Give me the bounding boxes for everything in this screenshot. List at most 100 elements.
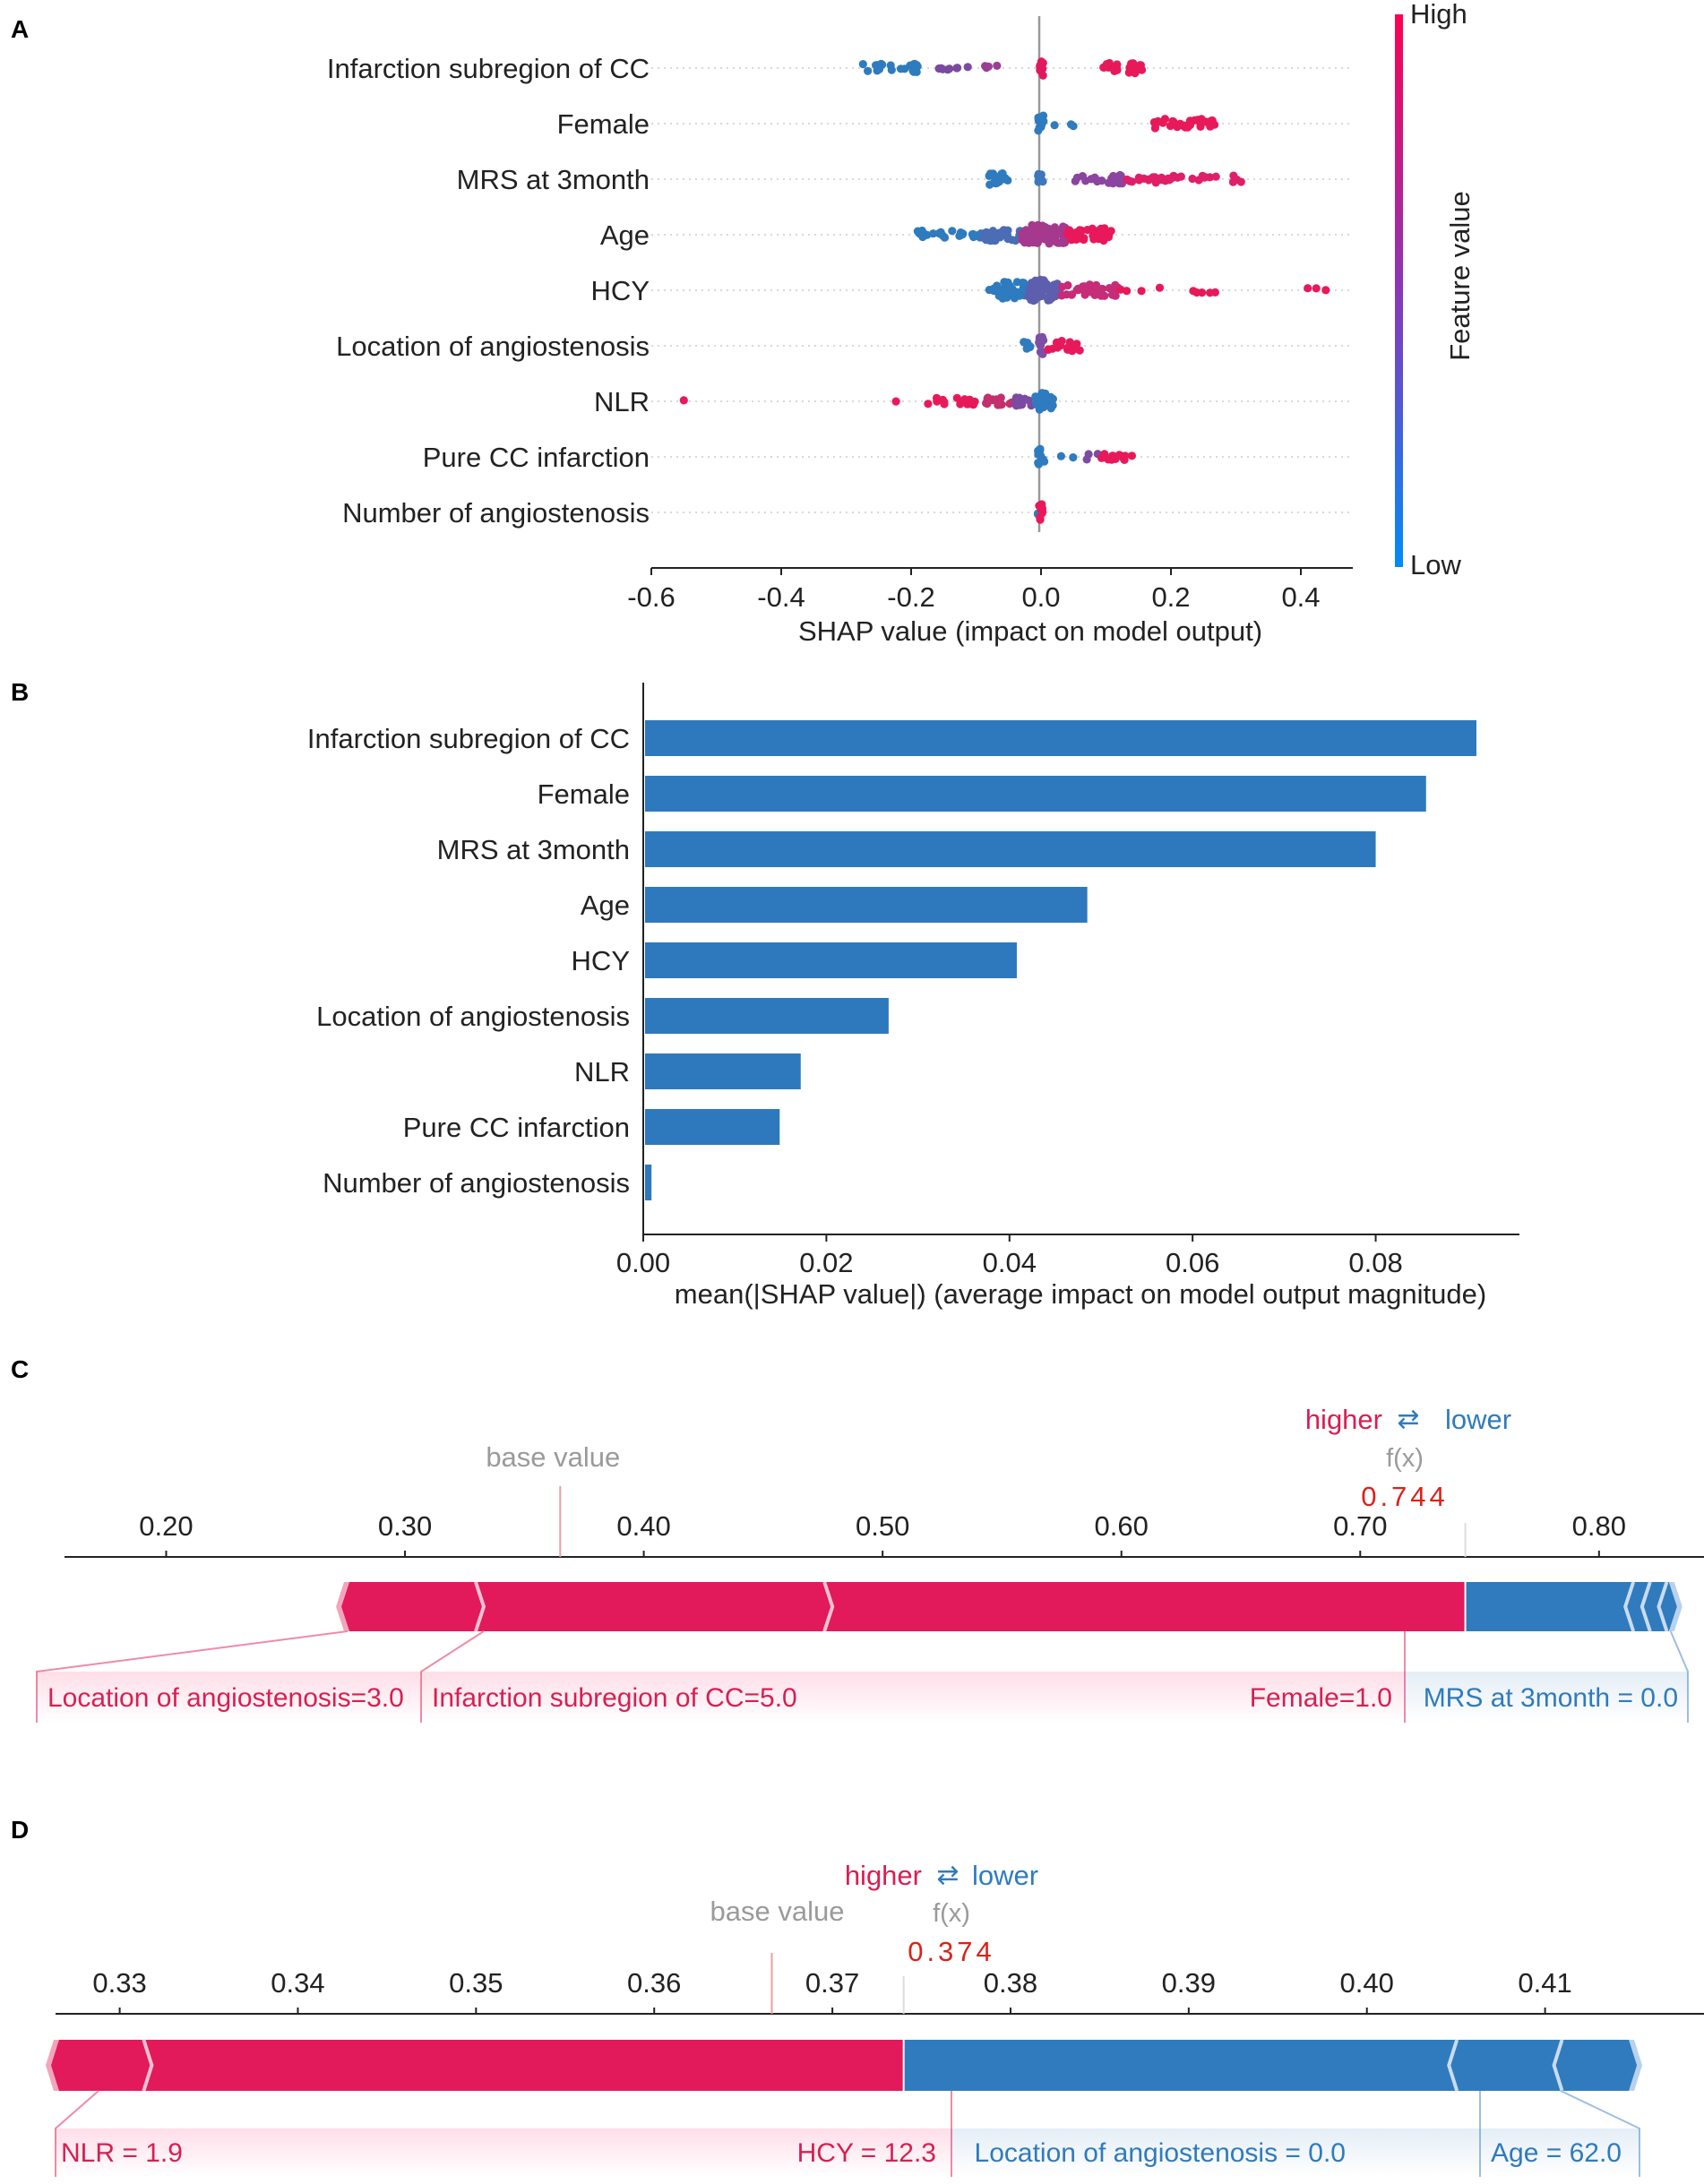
feature-effect-label: Infarction subregion of CC=5.0 bbox=[432, 1683, 797, 1713]
shap-point bbox=[959, 229, 968, 238]
shap-point bbox=[1063, 343, 1071, 352]
shap-point bbox=[988, 227, 997, 236]
colorbar-high-label: High bbox=[1410, 0, 1467, 30]
feature-label: Number of angiostenosis bbox=[323, 1167, 630, 1199]
shap-point bbox=[1017, 229, 1027, 238]
panel-label-a: A bbox=[11, 15, 29, 43]
feature-label: Female bbox=[538, 778, 630, 810]
x-tick-label: 0.02 bbox=[799, 1247, 853, 1278]
shap-point bbox=[1041, 282, 1050, 291]
segment-separator bbox=[474, 1581, 486, 1632]
shap-point bbox=[1034, 169, 1043, 178]
feature-effect-label: Location of angiostenosis = 0.0 bbox=[975, 2138, 1346, 2168]
x-tick-label: 0.37 bbox=[805, 1967, 859, 1999]
feature-label: Location of angiostenosis bbox=[336, 331, 650, 362]
segment-separator bbox=[1623, 1581, 1636, 1632]
x-tick-label: 0.0 bbox=[1021, 581, 1060, 613]
bar bbox=[645, 776, 1426, 812]
base-value-label: base value bbox=[486, 1441, 620, 1473]
segment-separator bbox=[1552, 2039, 1564, 2092]
panel-label-d: D bbox=[11, 1816, 29, 1844]
feature-label: MRS at 3month bbox=[457, 164, 650, 195]
shap-point bbox=[1034, 126, 1043, 135]
shap-point bbox=[1047, 294, 1056, 303]
shap-point bbox=[938, 64, 947, 73]
label-band bbox=[1480, 2128, 1639, 2177]
feature-label: Pure CC infarction bbox=[423, 442, 650, 473]
shap-point bbox=[1033, 397, 1043, 406]
shap-point bbox=[1026, 228, 1035, 236]
shap-point bbox=[953, 64, 962, 73]
feature-effect-label: NLR = 1.9 bbox=[61, 2138, 183, 2168]
shap-point bbox=[1035, 236, 1044, 245]
x-tick-label: 0.33 bbox=[92, 1967, 146, 1999]
shap-point bbox=[1011, 393, 1020, 402]
positive-force-bar bbox=[340, 1582, 1466, 1631]
shap-point bbox=[1155, 283, 1165, 292]
shap-point bbox=[1123, 175, 1132, 185]
bar bbox=[645, 998, 889, 1034]
x-tick-label: 0.30 bbox=[378, 1510, 432, 1542]
bar bbox=[645, 887, 1088, 923]
shap-point bbox=[679, 396, 688, 405]
shap-point bbox=[1123, 287, 1132, 296]
shap-point bbox=[1036, 65, 1045, 74]
shap-point bbox=[1069, 344, 1079, 353]
x-tick-label: 0.50 bbox=[856, 1510, 909, 1542]
feature-label: Pure CC infarction bbox=[403, 1112, 630, 1143]
shap-point bbox=[1131, 65, 1140, 74]
label-band bbox=[1405, 1672, 1688, 1723]
x-tick-label: 0.04 bbox=[983, 1247, 1037, 1278]
bar bbox=[645, 831, 1376, 867]
shap-point bbox=[1050, 121, 1059, 130]
segment-separator bbox=[822, 1581, 835, 1632]
shap-point bbox=[963, 63, 972, 72]
segment-separator bbox=[142, 2039, 154, 2092]
shap-point bbox=[858, 60, 867, 69]
shap-point bbox=[1236, 177, 1245, 186]
shap-point bbox=[917, 226, 926, 236]
shap-point bbox=[1127, 451, 1136, 460]
shap-point bbox=[1080, 234, 1089, 243]
shap-point bbox=[1153, 116, 1163, 125]
shap-point bbox=[1137, 287, 1146, 296]
shap-point bbox=[1119, 454, 1128, 463]
shap-point bbox=[1193, 116, 1202, 125]
shap-point bbox=[1054, 229, 1063, 238]
shap-point bbox=[940, 398, 949, 407]
legend-lower: lower bbox=[1445, 1404, 1511, 1435]
shap-point bbox=[1063, 229, 1071, 238]
fx-value: 0.374 bbox=[908, 1936, 995, 1967]
shap-point bbox=[1094, 235, 1103, 244]
feature-label: Age bbox=[600, 219, 650, 251]
shap-point bbox=[1020, 338, 1028, 347]
positive-force-bar bbox=[48, 2040, 904, 2091]
legend-arrow-icon: ⇄ bbox=[936, 1861, 959, 1890]
x-tick-label: 0.36 bbox=[627, 1967, 681, 1999]
shap-point bbox=[1097, 291, 1106, 300]
x-tick-label: 0.40 bbox=[616, 1510, 670, 1542]
shap-point bbox=[864, 66, 873, 75]
shap-point bbox=[1086, 288, 1095, 297]
shap-point bbox=[1037, 451, 1046, 460]
feature-label: HCY bbox=[591, 275, 650, 306]
x-tick-label: -0.2 bbox=[887, 581, 934, 613]
feature-label: NLR bbox=[574, 1056, 630, 1088]
shap-point bbox=[968, 229, 977, 239]
shap-point bbox=[878, 60, 887, 69]
shap-point bbox=[1015, 400, 1024, 409]
shap-point bbox=[1052, 338, 1061, 347]
x-tick-label: 0.38 bbox=[984, 1967, 1037, 1999]
feature-label: Infarction subregion of CC bbox=[327, 53, 650, 84]
shap-point bbox=[1069, 453, 1078, 462]
shap-point bbox=[1035, 113, 1044, 122]
negative-force-bar bbox=[1465, 1582, 1679, 1631]
shap-point bbox=[1128, 59, 1137, 68]
shap-point bbox=[1024, 396, 1033, 405]
shap-point bbox=[989, 284, 998, 293]
shap-point bbox=[1083, 226, 1092, 235]
shap-point bbox=[1038, 224, 1047, 233]
negative-force-tail bbox=[1668, 1582, 1682, 1631]
shap-point bbox=[995, 290, 1004, 299]
bar bbox=[645, 1165, 652, 1200]
